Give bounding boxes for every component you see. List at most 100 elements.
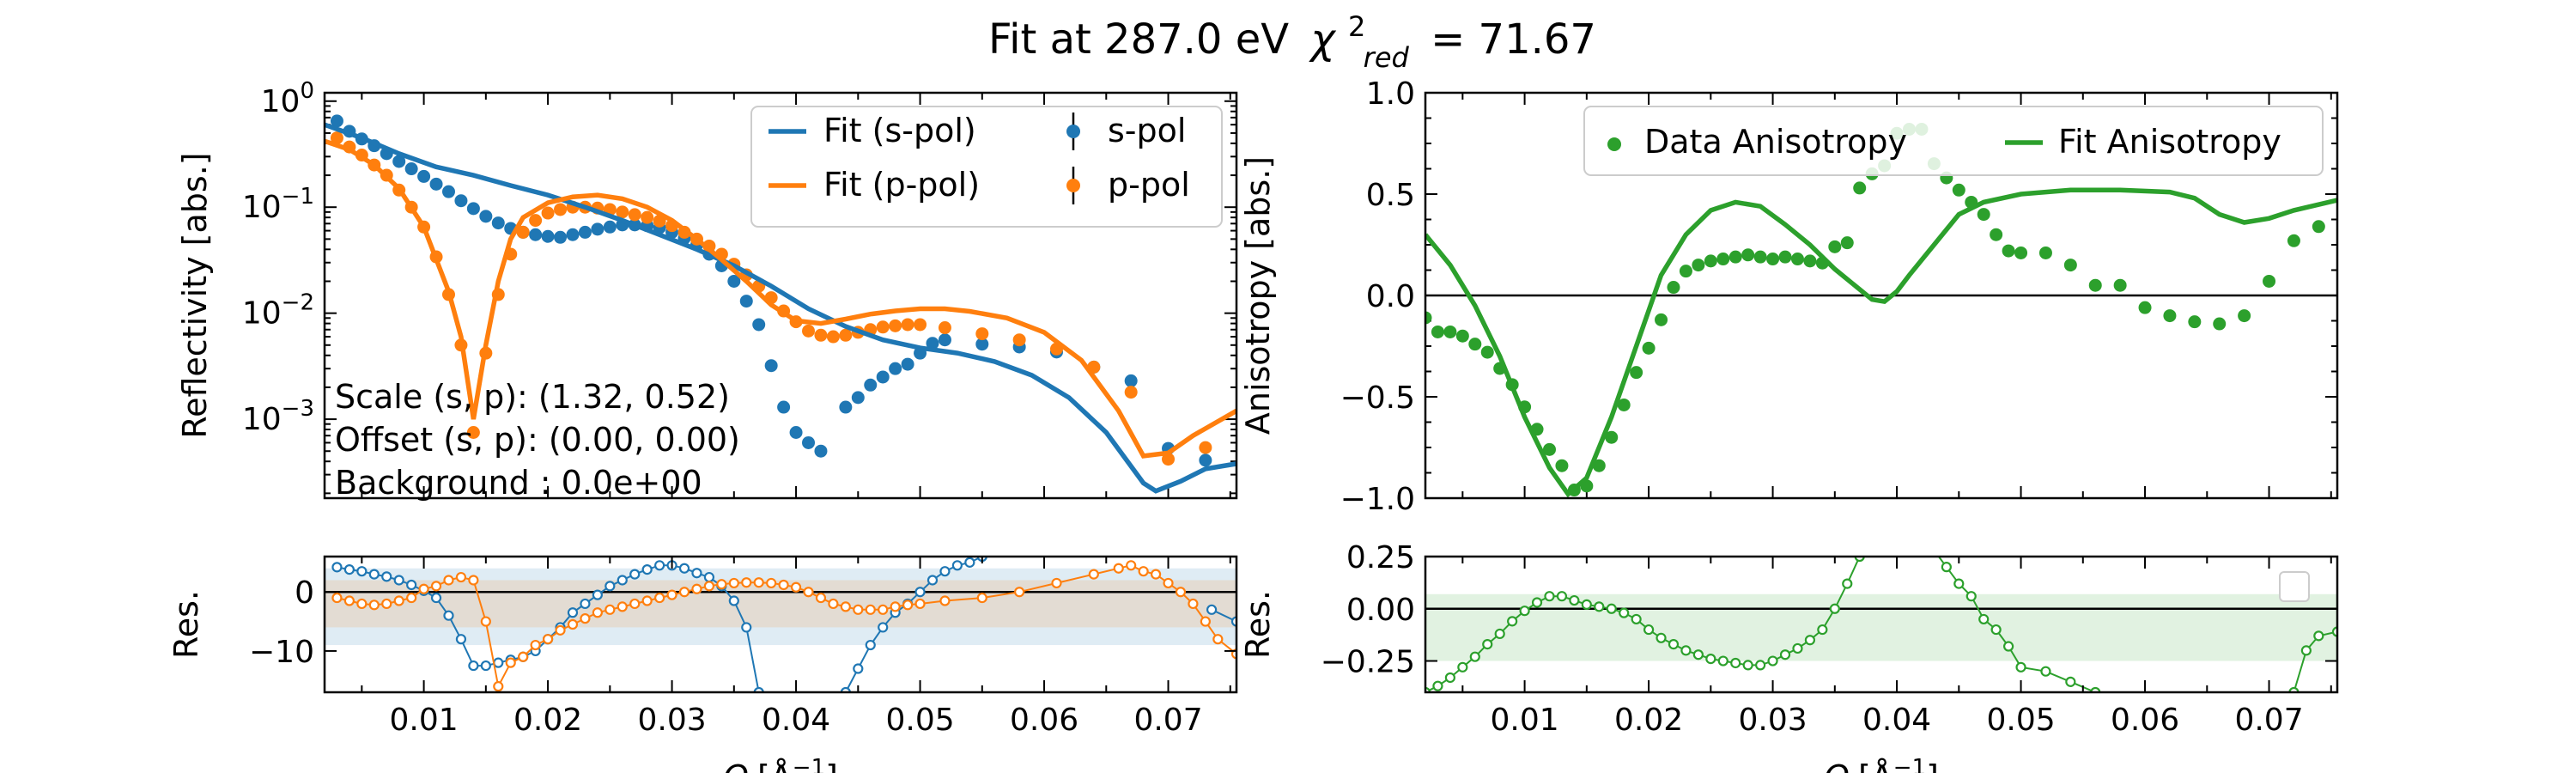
residual-point bbox=[654, 560, 665, 571]
residual-point bbox=[381, 598, 392, 610]
data-point-s-pol bbox=[752, 318, 766, 332]
data-anisotropy-point bbox=[1803, 254, 1817, 268]
data-point-s-pol bbox=[839, 400, 853, 414]
residual-point bbox=[865, 639, 876, 651]
data-anisotropy-point bbox=[1431, 325, 1444, 338]
residual-point bbox=[567, 618, 579, 630]
residual-point bbox=[1730, 657, 1741, 669]
data-point-s-pol bbox=[392, 155, 406, 168]
legend-label: Fit (p-pol) bbox=[823, 166, 980, 204]
data-point-p-pol bbox=[554, 203, 568, 216]
data-point-p-pol bbox=[641, 210, 654, 224]
residual-point bbox=[2313, 630, 2324, 642]
residual-point bbox=[828, 598, 839, 610]
residual-point bbox=[356, 598, 368, 610]
axes-frame bbox=[323, 555, 1238, 694]
residual-point bbox=[1594, 601, 1605, 612]
residual-point bbox=[480, 616, 491, 627]
residual-point bbox=[878, 604, 889, 615]
residual-point bbox=[530, 639, 541, 651]
legend-label: Fit Anisotropy bbox=[2058, 123, 2281, 161]
data-point-s-pol bbox=[727, 274, 741, 288]
residual-point bbox=[1212, 634, 1224, 645]
residual-point bbox=[1842, 578, 1853, 589]
data-anisotropy-point bbox=[1592, 459, 1606, 472]
x-tick-label: 0.06 bbox=[2111, 703, 2179, 738]
residual-point bbox=[393, 575, 404, 586]
data-anisotropy-point bbox=[1617, 398, 1631, 411]
legend: Data Anisotropy Fit Anisotropy bbox=[1583, 106, 2324, 176]
y-tick-base: 10 bbox=[242, 190, 282, 225]
x-label-unit: [Å bbox=[1858, 758, 1893, 773]
y-tick-exp: −1 bbox=[282, 184, 314, 210]
residual-point bbox=[1188, 598, 1199, 610]
data-point-p-pol bbox=[876, 320, 890, 334]
data-point-s-pol bbox=[330, 114, 343, 128]
y-tick-label: 0.5 bbox=[1366, 178, 1415, 213]
title-chi-value: = 71.67 bbox=[1431, 15, 1596, 64]
data-anisotropy-point bbox=[2163, 309, 2177, 323]
residual-point bbox=[914, 587, 926, 598]
residual-point bbox=[1941, 562, 1952, 573]
residual-point bbox=[1779, 649, 1791, 660]
data-point-s-pol bbox=[404, 162, 418, 176]
residual-point bbox=[430, 581, 442, 592]
data-point-s-pol bbox=[889, 362, 902, 375]
residual-point bbox=[2015, 661, 2026, 673]
data-anisotropy-point bbox=[1655, 313, 1668, 326]
residual-point bbox=[580, 598, 591, 610]
y-tick-base: 10 bbox=[261, 84, 301, 119]
legend-frame bbox=[1583, 106, 2324, 176]
residual-point bbox=[778, 579, 789, 591]
residual-point bbox=[716, 579, 727, 590]
data-point-s-pol bbox=[926, 337, 939, 350]
x-tick-label: 0.03 bbox=[1738, 703, 1807, 738]
residual-point bbox=[1929, 546, 1938, 555]
residual-point bbox=[1569, 594, 1580, 606]
residual-point bbox=[703, 581, 715, 592]
residual-point bbox=[741, 622, 752, 633]
residual-point bbox=[815, 592, 827, 604]
residual-point bbox=[455, 571, 467, 583]
data-anisotropy-point bbox=[2312, 220, 2325, 234]
data-anisotropy-point bbox=[2238, 309, 2251, 323]
data-point-s-pol bbox=[975, 338, 989, 351]
annotation-text: Offset (s, p): (0.00, 0.00) bbox=[335, 421, 740, 459]
axes-frame bbox=[1424, 555, 2339, 694]
data-anisotropy-point bbox=[1667, 281, 1680, 295]
data-anisotropy-point bbox=[1728, 250, 1742, 264]
x-tick-label: 0.07 bbox=[1133, 703, 1202, 738]
residual-point bbox=[1206, 604, 1218, 615]
title-chi-sup: 2 bbox=[1348, 10, 1365, 43]
residual-point bbox=[939, 595, 951, 606]
residual-point bbox=[951, 560, 963, 571]
data-point-p-pol bbox=[889, 319, 902, 332]
residual-point bbox=[455, 634, 467, 645]
data-anisotropy-point bbox=[1555, 459, 1569, 472]
residual-point bbox=[1619, 607, 1630, 618]
x-label-close: ] bbox=[1926, 758, 1939, 773]
title-chi-symbol: χ bbox=[1308, 15, 1336, 64]
residual-point bbox=[1138, 566, 1149, 577]
residual-point bbox=[1705, 654, 1716, 665]
residual-point bbox=[927, 575, 939, 586]
residual-point bbox=[890, 601, 901, 612]
residual-point bbox=[331, 592, 343, 604]
data-anisotropy-point bbox=[1716, 253, 1730, 266]
residual-point bbox=[2003, 641, 2014, 652]
residual-point bbox=[766, 577, 777, 589]
y-tick-label: −0.5 bbox=[1340, 380, 1415, 416]
data-point-p-pol bbox=[628, 208, 641, 222]
residual-point bbox=[1200, 616, 1211, 627]
residual-point bbox=[1531, 597, 1543, 608]
data-point-p-pol bbox=[1199, 441, 1212, 454]
empty-legend-box bbox=[2279, 571, 2310, 602]
residual-point bbox=[505, 657, 516, 668]
data-anisotropy-point bbox=[1542, 442, 1556, 456]
residual-point bbox=[2300, 645, 2312, 656]
residual-point bbox=[654, 592, 665, 604]
residual-point bbox=[1581, 599, 1592, 611]
residual-point bbox=[678, 563, 690, 574]
